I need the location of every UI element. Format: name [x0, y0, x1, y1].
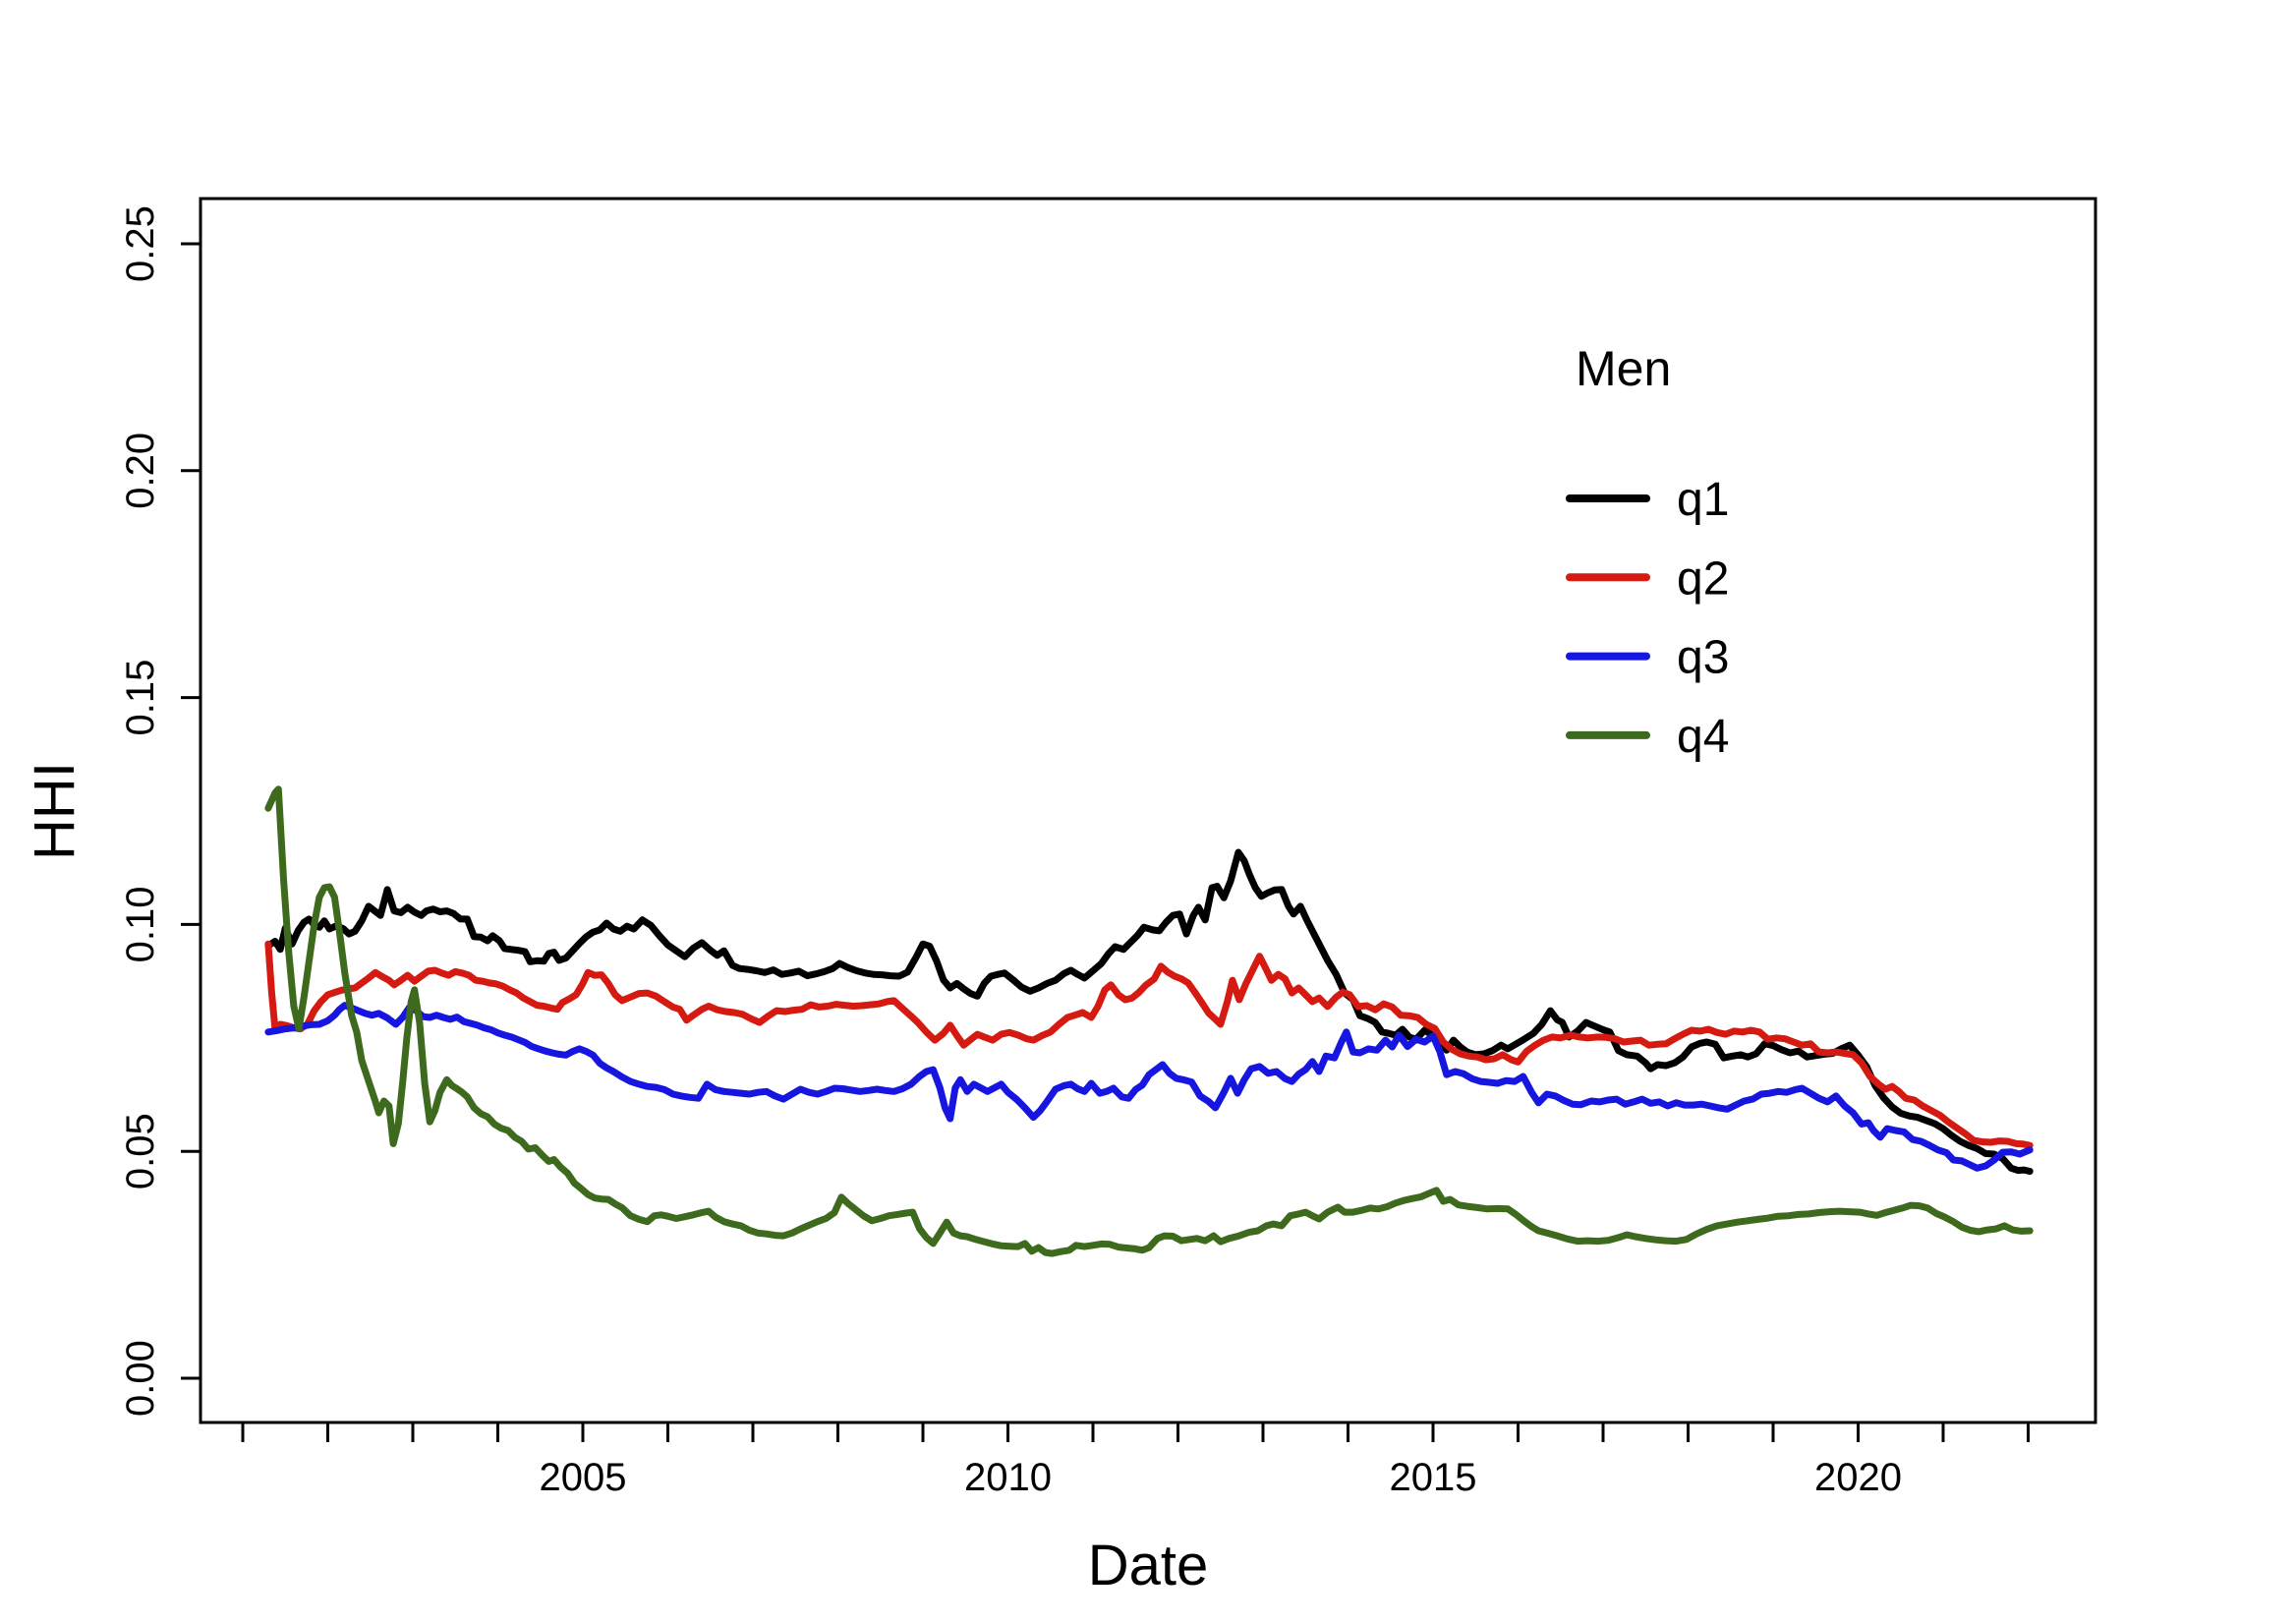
y-tick-label: 0.00	[119, 1340, 162, 1417]
x-axis-ticks: 2005 2010 2015 2020	[241, 1422, 2030, 1499]
x-tick-label: 2015	[1390, 1456, 1477, 1499]
series-lines	[264, 785, 2034, 1257]
legend-label-q1: q1	[1677, 474, 1729, 526]
y-tick-label: 0.15	[119, 660, 162, 736]
series-line-q2	[264, 940, 2034, 1149]
y-tick-label: 0.10	[119, 886, 162, 962]
x-tick-label: 2005	[540, 1456, 627, 1499]
series-line-q1	[264, 848, 2034, 1175]
series-line-q4	[264, 785, 2034, 1257]
legend-label-q2: q2	[1677, 552, 1729, 605]
legend-label-q3: q3	[1677, 632, 1729, 684]
plot-box	[199, 197, 2097, 1424]
legend-label-q4: q4	[1677, 711, 1729, 763]
series-line-q3	[264, 1002, 2034, 1172]
legend: Men q1 q2 q3 q4	[1566, 341, 1729, 763]
x-tick-label: 2010	[964, 1456, 1052, 1499]
y-tick-label: 0.05	[119, 1113, 162, 1189]
plot-frame	[199, 197, 2097, 1424]
legend-entries: q1 q2 q3 q4	[1566, 474, 1729, 763]
x-tick-label: 2020	[1814, 1456, 1902, 1499]
legend-title: Men	[1576, 341, 1671, 396]
y-axis-ticks: 0.00 0.05 0.10 0.15 0.20 0.25	[119, 205, 201, 1417]
y-axis-title: HHI	[23, 762, 86, 860]
x-axis-title: Date	[1088, 1534, 1209, 1597]
y-tick-label: 0.25	[119, 205, 162, 282]
y-tick-label: 0.20	[119, 433, 162, 509]
